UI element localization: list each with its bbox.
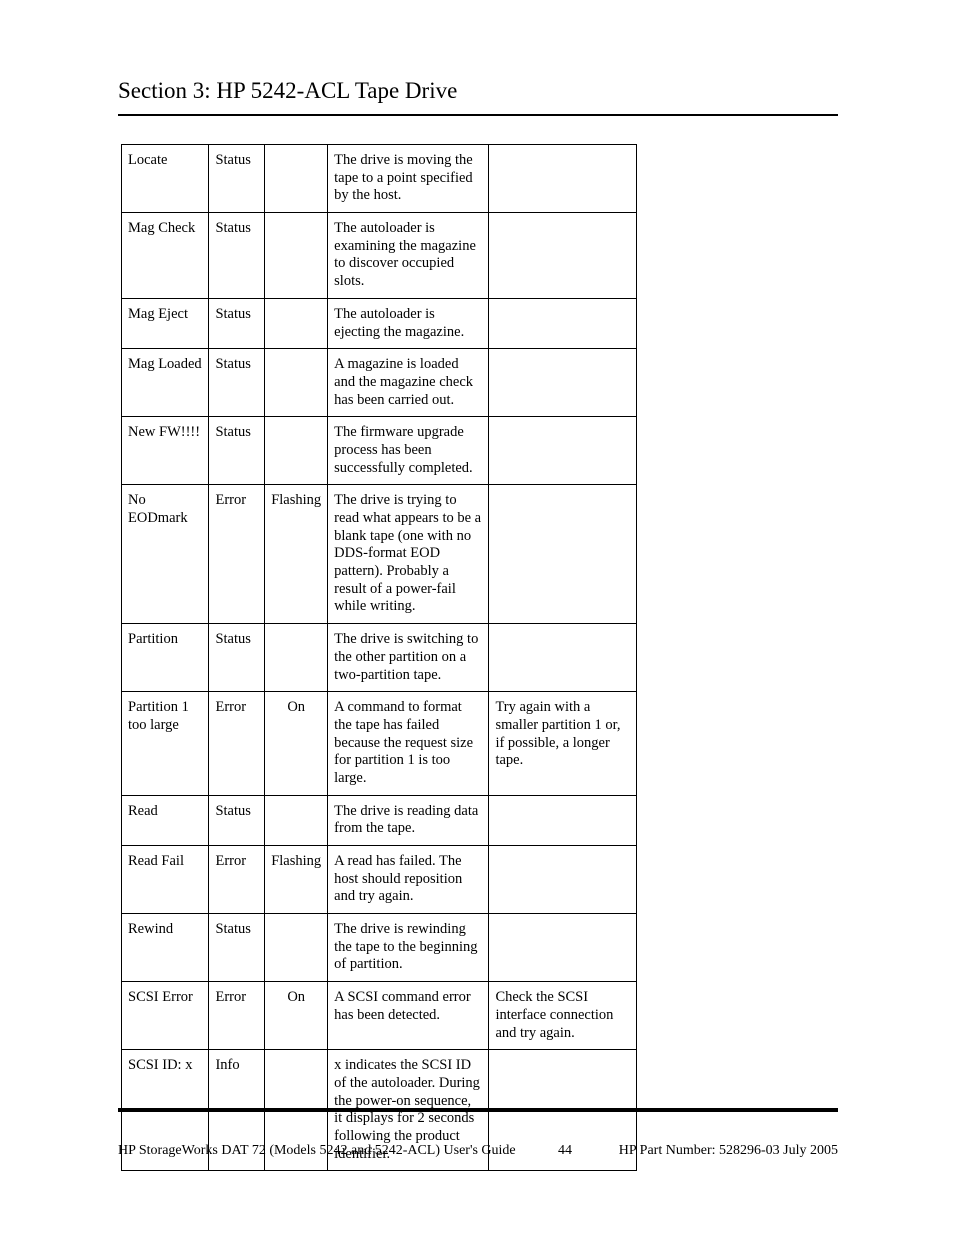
footer-rule: [118, 1108, 838, 1112]
description-cell: A command to format the tape has failed …: [328, 692, 489, 795]
action-cell: [489, 145, 637, 213]
message-cell: Partition 1 too large: [122, 692, 209, 795]
type-cell: Error: [209, 692, 265, 795]
description-cell: The firmware upgrade process has been su…: [328, 417, 489, 485]
led-cell: [265, 417, 328, 485]
table-row: SCSI ErrorErrorOnA SCSI command error ha…: [122, 982, 637, 1050]
table-row: Mag LoadedStatus A magazine is loaded and…: [122, 349, 637, 417]
type-cell: Status: [209, 349, 265, 417]
description-cell: A SCSI command error has been detected.: [328, 982, 489, 1050]
message-cell: Rewind: [122, 914, 209, 982]
description-cell: The drive is moving the tape to a point …: [328, 145, 489, 213]
type-cell: Status: [209, 795, 265, 845]
action-cell: Try again with a smaller partition 1 or,…: [489, 692, 637, 795]
led-cell: [265, 914, 328, 982]
footer-part-number: HP Part Number: 528296-03 July 2005: [619, 1143, 838, 1159]
led-cell: [265, 213, 328, 299]
led-cell: [265, 298, 328, 348]
description-cell: The drive is reading data from the tape.: [328, 795, 489, 845]
footer-page-number: 44: [558, 1143, 572, 1159]
type-cell: Status: [209, 213, 265, 299]
action-cell: [489, 349, 637, 417]
table-row: Mag EjectStatus The autoloader is ejectin…: [122, 298, 637, 348]
led-cell: [265, 145, 328, 213]
led-cell: Flashing: [265, 846, 328, 914]
action-cell: [489, 795, 637, 845]
type-cell: Error: [209, 846, 265, 914]
section-title: Section 3: HP 5242-ACL Tape Drive: [118, 78, 838, 104]
message-cell: Read Fail: [122, 846, 209, 914]
description-cell: A read has failed. The host should repos…: [328, 846, 489, 914]
action-cell: [489, 846, 637, 914]
led-cell: [265, 624, 328, 692]
type-cell: Error: [209, 982, 265, 1050]
message-cell: Locate: [122, 145, 209, 213]
led-cell: [265, 795, 328, 845]
led-cell: On: [265, 692, 328, 795]
type-cell: Status: [209, 145, 265, 213]
table-row: RewindStatus The drive is rewinding the t…: [122, 914, 637, 982]
action-cell: [489, 213, 637, 299]
section-title-rule: [118, 114, 838, 116]
table-row: No EODmarkErrorFlashingThe drive is tryi…: [122, 485, 637, 624]
led-cell: [265, 349, 328, 417]
action-cell: Check the SCSI interface connection and …: [489, 982, 637, 1050]
description-cell: The autoloader is examining the magazine…: [328, 213, 489, 299]
type-cell: Status: [209, 298, 265, 348]
description-cell: The drive is rewinding the tape to the b…: [328, 914, 489, 982]
message-cell: New FW!!!!: [122, 417, 209, 485]
table-row: ReadStatus The drive is reading data from…: [122, 795, 637, 845]
action-cell: [489, 417, 637, 485]
page-footer: HP StorageWorks DAT 72 (Models 5242 and …: [118, 1143, 838, 1159]
type-cell: Status: [209, 624, 265, 692]
description-cell: The autoloader is ejecting the magazine.: [328, 298, 489, 348]
table-row: New FW!!!!Status The firmware upgrade pro…: [122, 417, 637, 485]
status-table: LocateStatusThe drive is moving the tape…: [121, 144, 637, 1171]
led-cell: On: [265, 982, 328, 1050]
message-cell: SCSI Error: [122, 982, 209, 1050]
type-cell: Error: [209, 485, 265, 624]
message-cell: Read: [122, 795, 209, 845]
action-cell: [489, 914, 637, 982]
table-row: LocateStatus The drive is moving the tape…: [122, 145, 637, 213]
table-row: PartitionStatus The drive is switching to…: [122, 624, 637, 692]
message-cell: Mag Loaded: [122, 349, 209, 417]
led-cell: Flashing: [265, 485, 328, 624]
message-cell: No EODmark: [122, 485, 209, 624]
message-cell: Mag Check: [122, 213, 209, 299]
action-cell: [489, 624, 637, 692]
type-cell: Status: [209, 417, 265, 485]
description-cell: The drive is trying to read what appears…: [328, 485, 489, 624]
description-cell: A magazine is loaded and the magazine ch…: [328, 349, 489, 417]
action-cell: [489, 298, 637, 348]
table-row: Partition 1 too largeErrorOnA command to…: [122, 692, 637, 795]
message-cell: Partition: [122, 624, 209, 692]
type-cell: Status: [209, 914, 265, 982]
table-row: Read FailErrorFlashingA read has failed.…: [122, 846, 637, 914]
footer-doc-title: HP StorageWorks DAT 72 (Models 5242 and …: [118, 1143, 516, 1159]
description-cell: The drive is switching to the other part…: [328, 624, 489, 692]
table-row: Mag CheckStatus The autoloader is examini…: [122, 213, 637, 299]
action-cell: [489, 485, 637, 624]
message-cell: Mag Eject: [122, 298, 209, 348]
